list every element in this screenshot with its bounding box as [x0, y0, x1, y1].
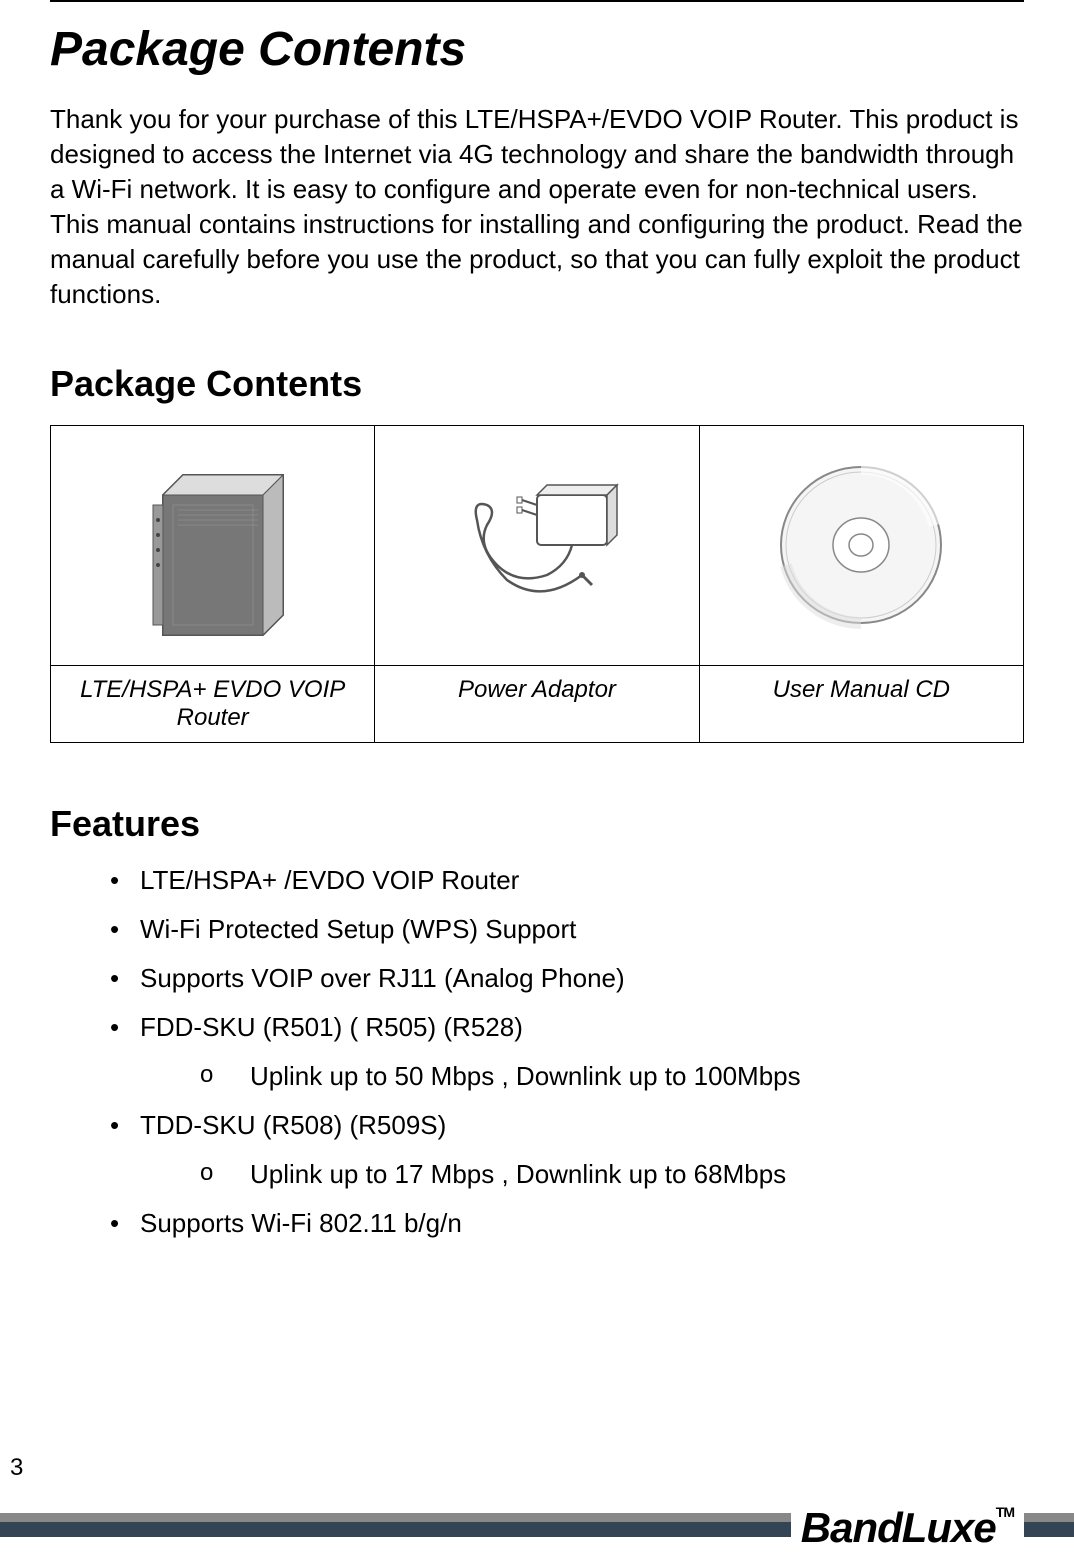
trademark-symbol: TM [996, 1504, 1014, 1520]
router-label: LTE/HSPA+ EVDO VOIP Router [51, 665, 375, 742]
feature-sub-item: Uplink up to 50 Mbps , Downlink up to 10… [200, 1061, 1024, 1092]
feature-item: Supports Wi-Fi 802.11 b/g/n [110, 1208, 1024, 1239]
page-title: Package Contents [50, 22, 1024, 77]
page-number: 3 [10, 1454, 23, 1482]
footer-bar: BandLuxeTM [0, 1497, 1074, 1552]
router-icon [61, 436, 364, 655]
intro-paragraph: Thank you for your purchase of this LTE/… [50, 102, 1024, 313]
cd-icon [710, 436, 1013, 655]
adaptor-label: Power Adaptor [375, 665, 699, 742]
feature-item: Supports VOIP over RJ11 (Analog Phone) [110, 963, 1024, 994]
cd-label: User Manual CD [699, 665, 1023, 742]
top-horizontal-rule [50, 0, 1024, 2]
feature-sub-item: Uplink up to 17 Mbps , Downlink up to 68… [200, 1159, 1024, 1190]
feature-item: LTE/HSPA+ /EVDO VOIP Router [110, 865, 1024, 896]
features-section-title: Features [50, 803, 1024, 845]
adaptor-image-cell [375, 425, 699, 665]
router-image-cell [51, 425, 375, 665]
feature-item: FDD-SKU (R501) ( R505) (R528) [110, 1012, 1024, 1043]
cd-image-cell [699, 425, 1023, 665]
feature-item: TDD-SKU (R508) (R509S) [110, 1110, 1024, 1141]
contents-section-title: Package Contents [50, 363, 1024, 405]
brand-name: BandLuxe [801, 1504, 996, 1551]
feature-item: Wi-Fi Protected Setup (WPS) Support [110, 914, 1024, 945]
package-contents-table: LTE/HSPA+ EVDO VOIP Router Power Adaptor… [50, 425, 1024, 743]
brand-logo: BandLuxeTM [791, 1504, 1024, 1552]
features-list: LTE/HSPA+ /EVDO VOIP Router Wi-Fi Protec… [110, 865, 1024, 1239]
power-adaptor-icon [385, 436, 688, 655]
